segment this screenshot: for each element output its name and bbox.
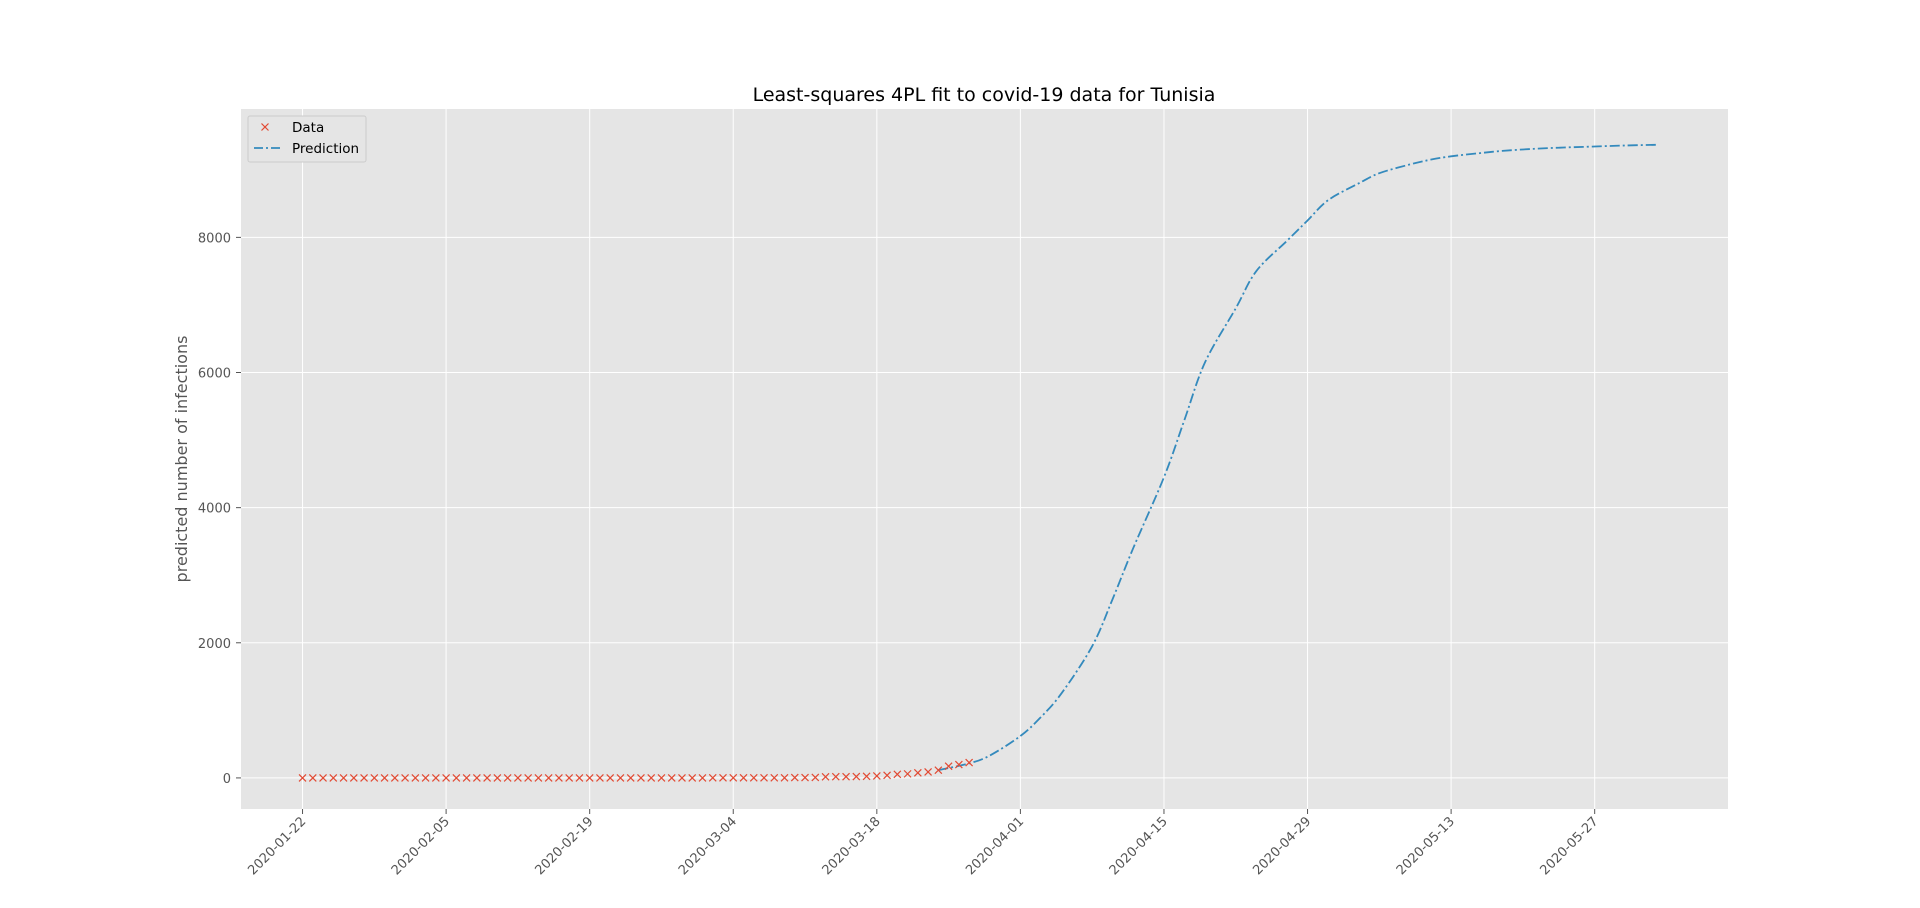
data-point xyxy=(872,772,881,780)
data-point xyxy=(544,773,553,782)
data-point xyxy=(719,773,727,782)
data-point xyxy=(554,773,563,782)
data-point xyxy=(708,773,717,782)
data-point xyxy=(462,773,471,782)
data-point xyxy=(739,773,748,782)
data-point xyxy=(729,773,738,782)
y-axis-label: predicted number of infections xyxy=(172,336,191,583)
data-point xyxy=(688,773,697,782)
data-point xyxy=(411,773,420,782)
data-point xyxy=(503,773,512,782)
data-point xyxy=(770,773,779,782)
data-point xyxy=(944,762,953,771)
grid-lines xyxy=(241,109,1728,809)
prediction-line xyxy=(938,143,1657,772)
data-point xyxy=(749,773,758,782)
data-point xyxy=(493,773,502,782)
data-point xyxy=(801,773,809,782)
data-point xyxy=(472,773,481,782)
data-point xyxy=(360,773,368,782)
x-tick-label: 2020-02-19 xyxy=(532,814,596,878)
prediction-series xyxy=(938,143,1657,772)
data-point xyxy=(637,773,645,782)
x-tick-label: 2020-04-15 xyxy=(1107,814,1171,878)
data-point xyxy=(452,773,461,782)
data-point xyxy=(965,758,974,767)
data-point xyxy=(606,773,615,782)
data-point xyxy=(401,773,410,782)
data-point xyxy=(647,773,656,782)
legend-box xyxy=(247,115,367,163)
y-tick-label: 0 xyxy=(223,772,231,787)
data-point xyxy=(370,773,379,782)
data-point xyxy=(698,773,707,782)
data-point xyxy=(790,773,799,782)
data-point xyxy=(862,772,871,781)
data-point xyxy=(913,768,922,777)
x-tick-label: 2020-05-27 xyxy=(1537,814,1601,878)
data-point xyxy=(616,773,625,782)
y-tick-label: 6000 xyxy=(198,367,231,382)
data-point xyxy=(442,773,451,782)
data-point xyxy=(421,773,430,782)
data-point xyxy=(319,773,327,782)
data-point xyxy=(390,773,399,782)
data-point xyxy=(585,773,594,782)
data-point xyxy=(883,771,892,780)
data-point xyxy=(349,773,358,782)
x-tick-label: 2020-05-13 xyxy=(1394,814,1458,878)
data-point xyxy=(842,772,850,781)
data-point xyxy=(954,760,963,769)
data-point xyxy=(924,767,933,776)
legend: Data Prediction xyxy=(247,115,367,163)
data-point xyxy=(483,773,492,782)
data-point xyxy=(575,773,584,782)
data-point xyxy=(308,773,317,782)
data-point xyxy=(667,773,676,782)
chart-title: Least-squares 4PL fit to covid-19 data f… xyxy=(753,84,1216,106)
data-point xyxy=(852,772,861,781)
y-tick-label: 8000 xyxy=(198,231,231,246)
data-point xyxy=(596,773,604,782)
y-tick-label: 4000 xyxy=(198,502,231,517)
data-point xyxy=(821,772,830,781)
data-point xyxy=(934,766,943,775)
data-point xyxy=(565,773,574,782)
data-point xyxy=(626,773,635,782)
x-tick-label: 2020-03-04 xyxy=(676,814,740,878)
legend-data-marker xyxy=(261,123,269,131)
data-point xyxy=(513,773,522,782)
data-point xyxy=(811,773,820,782)
legend-data-label: Data xyxy=(292,120,324,136)
data-point xyxy=(893,770,902,779)
data-point xyxy=(903,769,912,778)
data-point xyxy=(760,773,768,782)
data-point xyxy=(339,773,348,782)
data-point xyxy=(678,773,686,782)
data-point xyxy=(831,772,840,781)
data-point xyxy=(298,773,307,782)
data-point xyxy=(657,773,666,782)
data-point xyxy=(780,773,789,782)
data-point xyxy=(524,773,533,782)
x-tick-label: 2020-01-22 xyxy=(245,814,309,878)
data-point xyxy=(329,773,338,782)
plot-background xyxy=(241,109,1728,809)
x-tick-label: 2020-03-18 xyxy=(820,814,884,878)
data-point xyxy=(380,773,389,782)
data-series xyxy=(298,758,974,782)
data-point xyxy=(431,773,440,782)
x-tick-label: 2020-02-05 xyxy=(389,814,453,878)
x-tick-label: 2020-04-29 xyxy=(1250,814,1314,878)
y-tick-label: 2000 xyxy=(198,637,231,652)
data-point xyxy=(534,773,543,782)
legend-prediction-label: Prediction xyxy=(292,141,359,157)
x-tick-label: 2020-04-01 xyxy=(963,814,1027,878)
